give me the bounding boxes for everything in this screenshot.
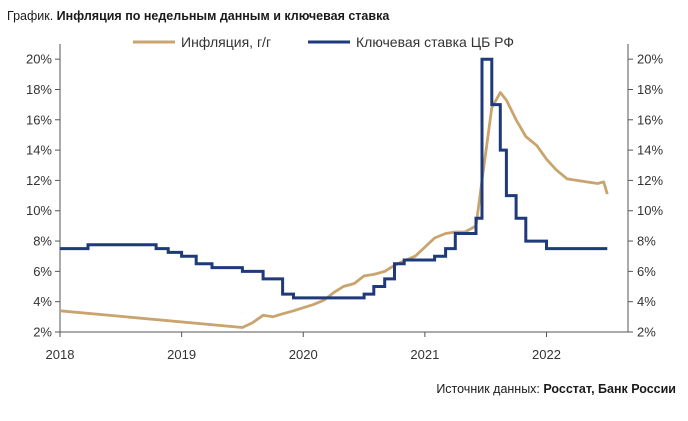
left-tick-label: 16% xyxy=(26,112,52,127)
legend-label-0: Инфляция, г/г xyxy=(181,34,271,50)
x-tick-label: 2022 xyxy=(532,347,561,362)
x-tick-label: 2020 xyxy=(289,347,318,362)
x-tick-label: 2021 xyxy=(410,347,439,362)
right-tick-label: 12% xyxy=(637,173,663,188)
right-tick-label: 10% xyxy=(637,203,663,218)
chart-title-prefix: График. xyxy=(7,9,54,23)
right-tick-label: 8% xyxy=(637,234,656,249)
left-tick-label: 18% xyxy=(26,82,52,97)
source-text: Росстат, Банк России xyxy=(543,382,676,396)
chart-title-main: Инфляция по недельным данным и ключевая … xyxy=(56,9,390,23)
chart-legend: Инфляция, г/г Ключевая ставка ЦБ РФ xyxy=(133,34,514,50)
left-tick-label: 2% xyxy=(33,325,52,340)
left-tick-label: 14% xyxy=(26,143,52,158)
series-line-0 xyxy=(59,91,609,329)
right-tick-label: 14% xyxy=(637,143,663,158)
right-tick-label: 18% xyxy=(637,82,663,97)
legend-label-1: Ключевая ставка ЦБ РФ xyxy=(356,34,514,50)
left-tick-label: 6% xyxy=(33,264,52,279)
chart-source: Источник данных: Росстат, Банк России xyxy=(436,382,676,396)
left-tick-label: 12% xyxy=(26,173,52,188)
right-tick-label: 6% xyxy=(637,264,656,279)
chart-axes: 2% 4% 6% 8% 10% 12% 14% 16% 18% 20% 2% 4% 6% 8% 10% 12%… xyxy=(26,44,663,362)
chart-title: График. Инфляция по недельным данным и к… xyxy=(7,9,389,23)
right-tick-label: 20% xyxy=(637,52,663,67)
left-tick-label: 20% xyxy=(26,52,52,67)
right-tick-label: 16% xyxy=(637,112,663,127)
right-tick-label: 2% xyxy=(637,325,656,340)
series-line-1 xyxy=(60,57,608,300)
x-tick-label: 2019 xyxy=(167,347,196,362)
right-tick-label: 4% xyxy=(637,294,656,309)
left-tick-label: 8% xyxy=(33,234,52,249)
left-tick-label: 10% xyxy=(26,203,52,218)
left-tick-label: 4% xyxy=(33,294,52,309)
chart-series-layer xyxy=(59,57,609,329)
x-tick-label: 2018 xyxy=(46,347,75,362)
source-prefix: Источник данных: xyxy=(436,382,540,396)
